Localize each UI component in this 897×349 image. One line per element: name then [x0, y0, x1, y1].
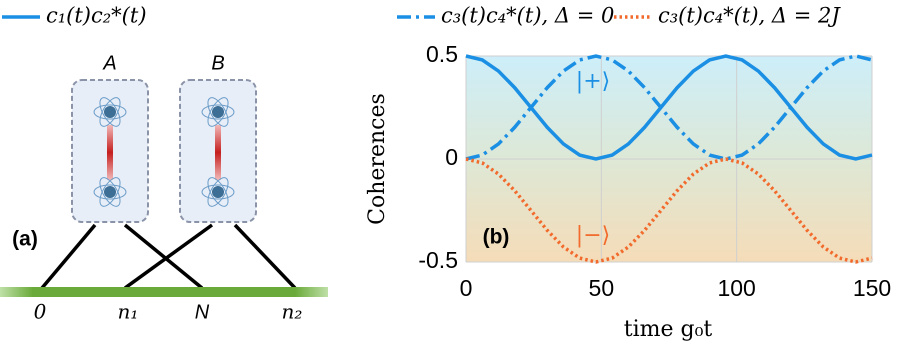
panel-a: A B (a) 0 n₁ N n₂ — [0, 52, 328, 324]
y-tick-label: -0.5 — [418, 247, 458, 273]
atom-label: B — [211, 52, 224, 74]
y-tick-label: 0 — [445, 144, 458, 170]
series-line — [465, 54, 873, 161]
bond — [215, 125, 221, 180]
x-axis-label: time g₀t — [624, 317, 713, 342]
x-tick-label: 100 — [717, 275, 755, 301]
bond — [107, 125, 113, 180]
legend-label: c₁(t)c₂*(t) — [46, 4, 147, 28]
x-tick-label: 0 — [460, 275, 473, 301]
x-tick-label: 50 — [589, 275, 615, 301]
legend-label: c₃(t)c₄*(t), Δ = 0 — [441, 4, 614, 28]
series-line — [465, 54, 873, 161]
x-tick-label: 150 — [853, 275, 891, 301]
panel-label: (a) — [12, 228, 38, 251]
plot — [465, 54, 873, 264]
series-line — [465, 157, 873, 264]
y-axis-label: Coherences — [365, 93, 390, 225]
legend-label: c₃(t)c₄*(t), Δ = 2J — [658, 4, 841, 28]
couplings — [40, 223, 297, 290]
site-label: N — [195, 301, 210, 323]
site-label: 0 — [34, 300, 47, 324]
site-label: n₂ — [282, 300, 303, 324]
atom-label: A — [102, 52, 116, 74]
state-label: |−⟩ — [576, 223, 610, 248]
y-tick-label: 0.5 — [426, 41, 458, 67]
state-label: |+⟩ — [576, 69, 610, 94]
site-label: n₁ — [118, 300, 139, 324]
panel-label: (b) — [483, 226, 510, 249]
waveguide — [0, 287, 328, 297]
